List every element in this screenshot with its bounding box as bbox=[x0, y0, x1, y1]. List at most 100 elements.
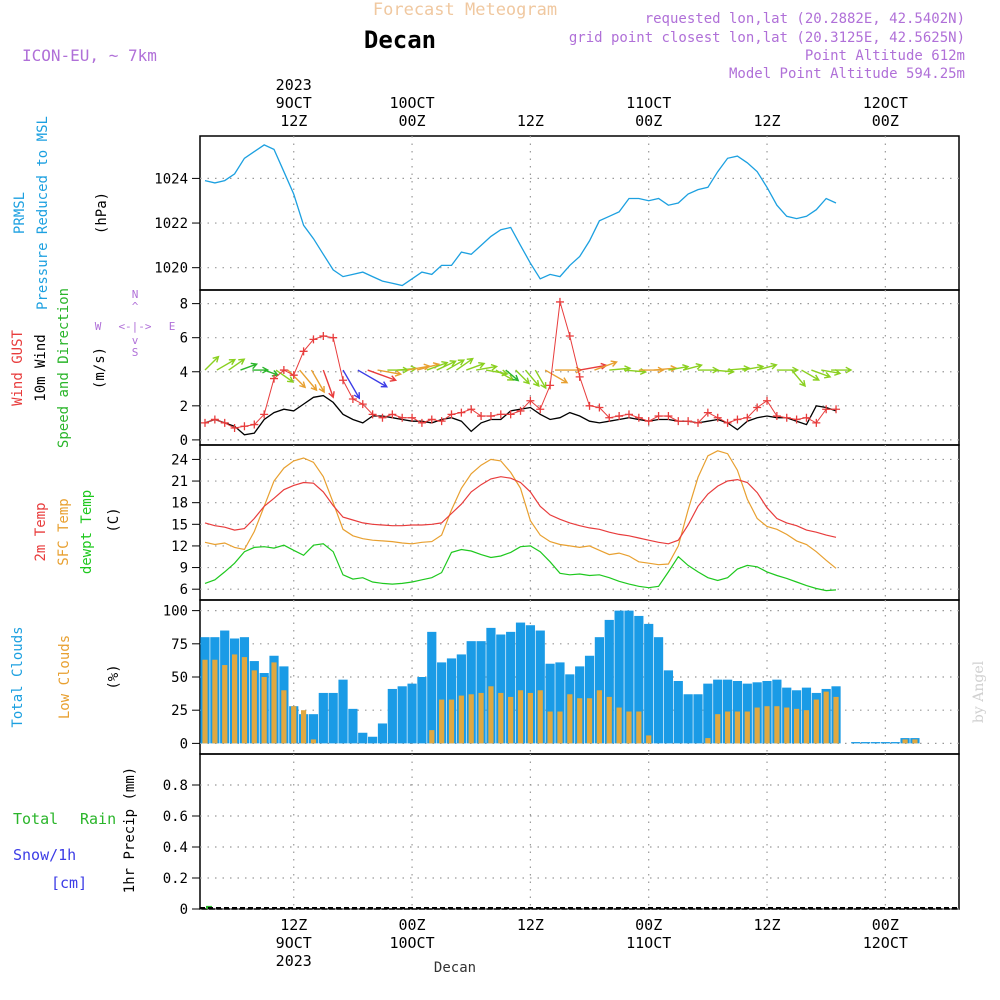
bottom-time-label: 12OCT bbox=[863, 934, 908, 952]
gust-marker bbox=[299, 347, 308, 356]
y-tick-label: 24 bbox=[171, 452, 188, 468]
gust-marker bbox=[713, 413, 722, 422]
total-cloud-bar bbox=[673, 680, 683, 744]
total-cloud-bar bbox=[663, 670, 674, 744]
gust-marker bbox=[309, 335, 318, 344]
low-cloud-bar bbox=[833, 696, 839, 744]
compass-e: E bbox=[169, 320, 176, 333]
bottom-time-label: 12Z bbox=[517, 916, 544, 934]
y-tick-label: 75 bbox=[171, 637, 188, 653]
y-tick-label: 6 bbox=[180, 582, 188, 598]
low-cloud-bar bbox=[251, 670, 257, 744]
y-tick-label: 2 bbox=[180, 399, 188, 415]
low-cloud-bar bbox=[764, 706, 770, 744]
gust-marker bbox=[555, 297, 564, 306]
total-cloud-bar bbox=[427, 631, 437, 744]
total-cloud-bar bbox=[851, 742, 861, 744]
low-cloud-bar bbox=[606, 696, 612, 744]
gust-marker bbox=[526, 396, 535, 405]
y-tick-label: 0.2 bbox=[163, 871, 188, 887]
total-cloud-bar bbox=[644, 623, 654, 744]
total-cloud-bar bbox=[653, 637, 664, 744]
wind-arrow bbox=[821, 369, 842, 376]
low-cloud-bar bbox=[271, 662, 277, 744]
wind-arrow bbox=[263, 369, 280, 377]
wind-arrow bbox=[322, 369, 335, 399]
gust-marker bbox=[644, 417, 653, 426]
low-cloud-bar bbox=[724, 711, 731, 744]
total-cloud-bar bbox=[604, 619, 614, 744]
top-time-label: 12OCT bbox=[863, 94, 908, 112]
rain-label: Rain bbox=[80, 810, 116, 828]
wind-arrow bbox=[776, 366, 800, 374]
gust-marker bbox=[348, 395, 357, 404]
bottom-time-label: 12Z bbox=[753, 916, 780, 934]
low-cloud-bar bbox=[527, 692, 533, 744]
temp-unit-label: (C) bbox=[106, 507, 122, 532]
total-cloud-bar bbox=[407, 683, 417, 744]
gust-marker bbox=[240, 422, 249, 431]
precip-axis-label: 1hr Precip (mm) bbox=[122, 767, 138, 893]
gust-marker bbox=[447, 410, 456, 419]
gust-marker bbox=[753, 403, 762, 412]
prmsl-long-label: Pressure Reduced to MSL bbox=[35, 116, 51, 310]
gust-marker bbox=[408, 413, 417, 422]
low-cloud-bar bbox=[498, 692, 504, 744]
low-cloud-bar bbox=[310, 739, 317, 744]
y-tick-label: 0.6 bbox=[163, 809, 188, 825]
low-cloud-bar bbox=[626, 711, 632, 744]
top-time-label: 00Z bbox=[399, 112, 426, 130]
gust-marker bbox=[664, 412, 673, 421]
gust-marker bbox=[398, 413, 407, 422]
wind-arrow bbox=[524, 369, 540, 388]
compass-rose: N ^ W <-|-> E v S bbox=[95, 288, 176, 359]
wind-arrow bbox=[456, 357, 474, 371]
gust-marker bbox=[802, 413, 811, 422]
bottom-time-label: 10OCT bbox=[389, 934, 434, 952]
gust-marker bbox=[270, 374, 279, 383]
gust-marker bbox=[654, 412, 663, 421]
total-cloud-bar bbox=[634, 615, 644, 744]
gust-marker bbox=[486, 412, 495, 421]
total-cloud-bar bbox=[515, 622, 526, 744]
gust-label: Wind GUST bbox=[10, 330, 26, 406]
gust-marker bbox=[201, 418, 209, 427]
top-time-label: 11OCT bbox=[626, 94, 671, 112]
low-cloud-bar bbox=[596, 690, 602, 744]
dewpoint-line bbox=[204, 543, 837, 592]
low-cloud-bar bbox=[774, 706, 780, 744]
total-cloud-bar bbox=[545, 663, 555, 744]
wind-speed-line bbox=[204, 394, 837, 436]
wind-gust-markers bbox=[201, 297, 841, 432]
wind-direction-arrows bbox=[204, 355, 853, 400]
low-cloud-bar bbox=[912, 739, 918, 744]
dewpt-label: dewpt Temp bbox=[79, 490, 95, 574]
gust-marker bbox=[319, 331, 328, 340]
total-cloud-bar bbox=[486, 627, 496, 744]
gust-marker bbox=[368, 410, 377, 419]
gust-marker bbox=[250, 420, 259, 429]
total-label: Total bbox=[13, 810, 58, 828]
wind-arrow bbox=[357, 369, 389, 388]
low-cloud-bar bbox=[439, 699, 445, 744]
compass-arrow: <-|-> bbox=[118, 320, 151, 333]
top-time-label: 00Z bbox=[635, 112, 662, 130]
wind-arrow bbox=[287, 369, 307, 389]
wind-arrow bbox=[204, 355, 220, 371]
wind-arrow bbox=[544, 369, 569, 384]
low-cloud-bar bbox=[488, 686, 494, 744]
total-cloud-bar bbox=[328, 692, 338, 744]
cloud-unit-label: (%) bbox=[106, 664, 122, 689]
gust-marker bbox=[378, 413, 387, 422]
wind-arrow bbox=[811, 369, 832, 379]
bottom-time-label: 11OCT bbox=[626, 934, 671, 952]
wind-arrow bbox=[791, 369, 806, 388]
gust-marker bbox=[536, 405, 545, 414]
low-cloud-bar bbox=[547, 711, 553, 744]
wind-arrow bbox=[683, 363, 703, 371]
snow-unit-label: [cm] bbox=[51, 874, 87, 892]
total-cloud-bar bbox=[861, 742, 871, 744]
gust-marker bbox=[329, 333, 338, 342]
top-time-label: 12Z bbox=[753, 112, 780, 130]
